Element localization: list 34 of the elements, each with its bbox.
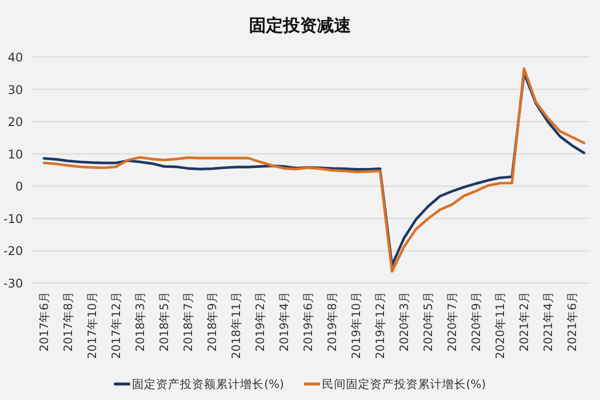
xtick: 2017年8月 bbox=[61, 291, 75, 352]
ytick: -30 bbox=[3, 276, 23, 290]
xtick: 2021年6月 bbox=[565, 291, 579, 352]
xtick: 2020年5月 bbox=[421, 291, 435, 352]
ytick: 40 bbox=[8, 50, 23, 64]
ytick: 10 bbox=[8, 147, 23, 162]
xtick: 2019年12月 bbox=[373, 291, 387, 359]
legend-label: 民间固定资产投资累计增长(%) bbox=[322, 377, 486, 391]
xtick: 2019年4月 bbox=[277, 291, 291, 352]
ytick: 20 bbox=[8, 115, 23, 130]
xtick: 2020年7月 bbox=[445, 291, 459, 352]
xtick: 2019年10月 bbox=[349, 291, 363, 359]
xtick: 2021年4月 bbox=[541, 291, 555, 352]
xtick: 2018年3月 bbox=[133, 291, 147, 352]
legend-label: 固定资产投资额累计增长(%) bbox=[132, 377, 284, 391]
xtick: 2019年8月 bbox=[325, 291, 339, 352]
xtick: 2021年2月 bbox=[517, 291, 531, 352]
title: 固定投资减速 bbox=[249, 16, 351, 36]
xtick: 2019年2月 bbox=[253, 291, 267, 352]
xtick: 2017年6月 bbox=[37, 291, 51, 352]
xtick: 2017年12月 bbox=[109, 291, 123, 359]
xtick: 2018年9月 bbox=[205, 291, 219, 352]
xtick: 2018年11月 bbox=[229, 291, 243, 359]
xtick: 2019年6月 bbox=[301, 291, 315, 352]
xtick: 2020年3月 bbox=[397, 291, 411, 352]
xtick: 2020年11月 bbox=[493, 291, 507, 359]
ytick: -20 bbox=[3, 244, 23, 258]
xtick: 2018年7月 bbox=[181, 291, 195, 352]
xtick: 2018年5月 bbox=[157, 291, 171, 352]
ytick: 30 bbox=[8, 82, 23, 97]
ytick: 0 bbox=[15, 180, 23, 194]
xtick: 2020年9月 bbox=[469, 291, 483, 352]
ytick: -10 bbox=[3, 212, 23, 226]
xtick: 2017年10月 bbox=[85, 291, 99, 359]
